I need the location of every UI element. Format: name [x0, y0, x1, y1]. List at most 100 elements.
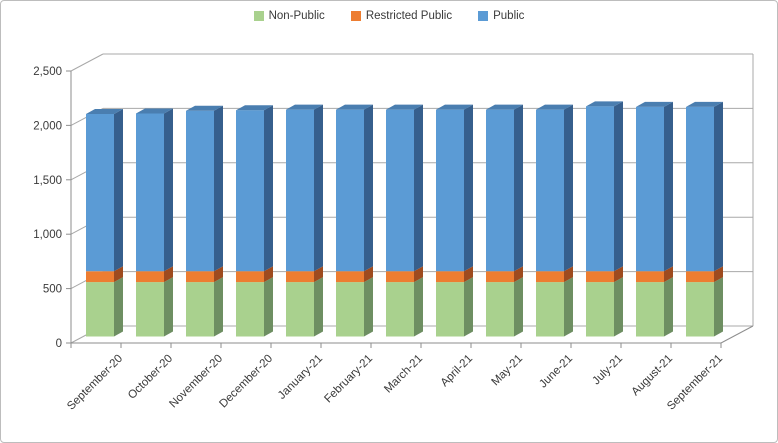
bar-segment-public[interactable] — [186, 110, 214, 272]
bar-segment-non-public[interactable] — [586, 282, 614, 337]
bar-segment-side-non-public — [114, 277, 123, 337]
bar-segment-side-public — [614, 101, 623, 272]
bar-segment-restricted-public[interactable] — [136, 271, 164, 283]
bar-top-face — [536, 104, 573, 110]
bar-segment-restricted-public[interactable] — [86, 271, 114, 283]
bar-segment-side-restricted-public — [614, 266, 623, 283]
gridline-depth — [70, 53, 104, 72]
bar-july-21[interactable] — [586, 101, 623, 337]
bar-segment-restricted-public[interactable] — [586, 271, 614, 283]
chart-legend: Non-Public Restricted Public Public — [1, 10, 777, 22]
bar-segment-non-public[interactable] — [86, 282, 114, 337]
bar-september-21[interactable] — [686, 101, 723, 337]
bar-top-face — [186, 105, 223, 111]
bar-march-21[interactable] — [386, 104, 423, 337]
bar-segment-side-public — [364, 104, 373, 272]
legend-label-non-public: Non-Public — [268, 10, 325, 22]
y-axis-label: 0 — [56, 338, 62, 350]
bar-september-20[interactable] — [86, 109, 123, 337]
bar-segment-public[interactable] — [536, 109, 564, 272]
bar-segment-side-public — [414, 104, 423, 272]
bar-segment-side-restricted-public — [314, 266, 323, 283]
bar-segment-non-public[interactable] — [636, 282, 664, 337]
bar-segment-side-restricted-public — [414, 266, 423, 283]
bar-segment-non-public[interactable] — [136, 282, 164, 337]
bar-segment-non-public[interactable] — [536, 282, 564, 337]
bar-segment-non-public[interactable] — [236, 282, 264, 337]
legend-swatch-restricted-public-icon — [350, 11, 361, 21]
bar-segment-non-public[interactable] — [336, 282, 364, 337]
bar-segment-restricted-public[interactable] — [186, 271, 214, 283]
legend-label-public: Public — [493, 10, 525, 22]
bar-segment-side-restricted-public — [164, 266, 173, 283]
bar-december-20[interactable] — [236, 105, 273, 337]
bar-segment-non-public[interactable] — [686, 282, 714, 337]
bar-segment-non-public[interactable] — [436, 282, 464, 337]
bar-segment-public[interactable] — [336, 109, 364, 272]
bar-segment-restricted-public[interactable] — [686, 271, 714, 283]
bar-segment-restricted-public[interactable] — [286, 271, 314, 283]
bar-segment-side-public — [714, 101, 723, 272]
legend-item-public[interactable]: Public — [478, 10, 524, 22]
bar-segment-side-non-public — [714, 277, 723, 337]
bar-segment-non-public[interactable] — [186, 282, 214, 337]
bar-segment-public[interactable] — [486, 109, 514, 272]
x-axis-label: May-21 — [490, 353, 526, 389]
bar-segment-restricted-public[interactable] — [636, 271, 664, 283]
bar-segment-public[interactable] — [636, 106, 664, 272]
x-axis-label: June-21 — [537, 353, 575, 391]
bar-segment-non-public[interactable] — [386, 282, 414, 337]
bar-june-21[interactable] — [536, 104, 573, 337]
bar-segment-side-non-public — [464, 277, 473, 337]
bar-segment-restricted-public[interactable] — [336, 271, 364, 283]
bar-january-21[interactable] — [286, 104, 323, 337]
bar-segment-side-non-public — [314, 277, 323, 337]
bar-segment-side-restricted-public — [264, 266, 273, 283]
bar-october-20[interactable] — [136, 108, 173, 337]
bar-november-20[interactable] — [186, 105, 223, 337]
bar-segment-side-restricted-public — [214, 266, 223, 283]
bar-segment-public[interactable] — [236, 110, 264, 272]
bar-segment-restricted-public[interactable] — [386, 271, 414, 283]
bar-segment-public[interactable] — [286, 109, 314, 272]
bar-segment-side-non-public — [564, 277, 573, 337]
bar-segment-side-public — [164, 108, 173, 272]
bar-segment-non-public[interactable] — [286, 282, 314, 337]
bar-segment-restricted-public[interactable] — [436, 271, 464, 283]
bar-august-21[interactable] — [636, 101, 673, 337]
bar-segment-non-public[interactable] — [486, 282, 514, 337]
bar-april-21[interactable] — [436, 104, 473, 337]
x-axis-label: April-21 — [439, 353, 476, 390]
bar-segment-side-public — [664, 101, 673, 272]
y-axis-label: 500 — [43, 284, 62, 296]
y-axis-label: 2,000 — [33, 120, 62, 132]
bar-segment-restricted-public[interactable] — [536, 271, 564, 283]
bar-segment-side-public — [564, 104, 573, 272]
bar-top-face — [436, 104, 473, 110]
bar-top-face — [686, 101, 723, 107]
bar-segment-side-non-public — [414, 277, 423, 337]
x-axis-label: January-21 — [276, 353, 325, 402]
bar-segment-restricted-public[interactable] — [236, 271, 264, 283]
bar-segment-public[interactable] — [86, 114, 114, 272]
legend-item-restricted-public[interactable]: Restricted Public — [350, 10, 453, 22]
bar-segment-public[interactable] — [136, 113, 164, 272]
legend-label-restricted-public: Restricted Public — [365, 10, 453, 22]
bar-segment-side-restricted-public — [714, 266, 723, 283]
bar-top-face — [586, 101, 623, 107]
legend-item-non-public[interactable]: Non-Public — [253, 10, 325, 22]
bar-segment-public[interactable] — [386, 109, 414, 272]
bar-top-face — [236, 105, 273, 111]
bar-segment-public[interactable] — [686, 106, 714, 272]
bar-segment-side-restricted-public — [664, 266, 673, 283]
bar-february-21[interactable] — [336, 104, 373, 337]
bar-may-21[interactable] — [486, 104, 523, 337]
bar-segment-side-restricted-public — [564, 266, 573, 283]
bar-top-face — [336, 104, 373, 110]
bar-segment-public[interactable] — [586, 106, 614, 272]
bar-segment-public[interactable] — [436, 109, 464, 272]
bar-segment-restricted-public[interactable] — [486, 271, 514, 283]
y-axis-label: 1,500 — [33, 175, 62, 187]
bar-segment-side-non-public — [214, 277, 223, 337]
bar-top-face — [86, 109, 123, 115]
